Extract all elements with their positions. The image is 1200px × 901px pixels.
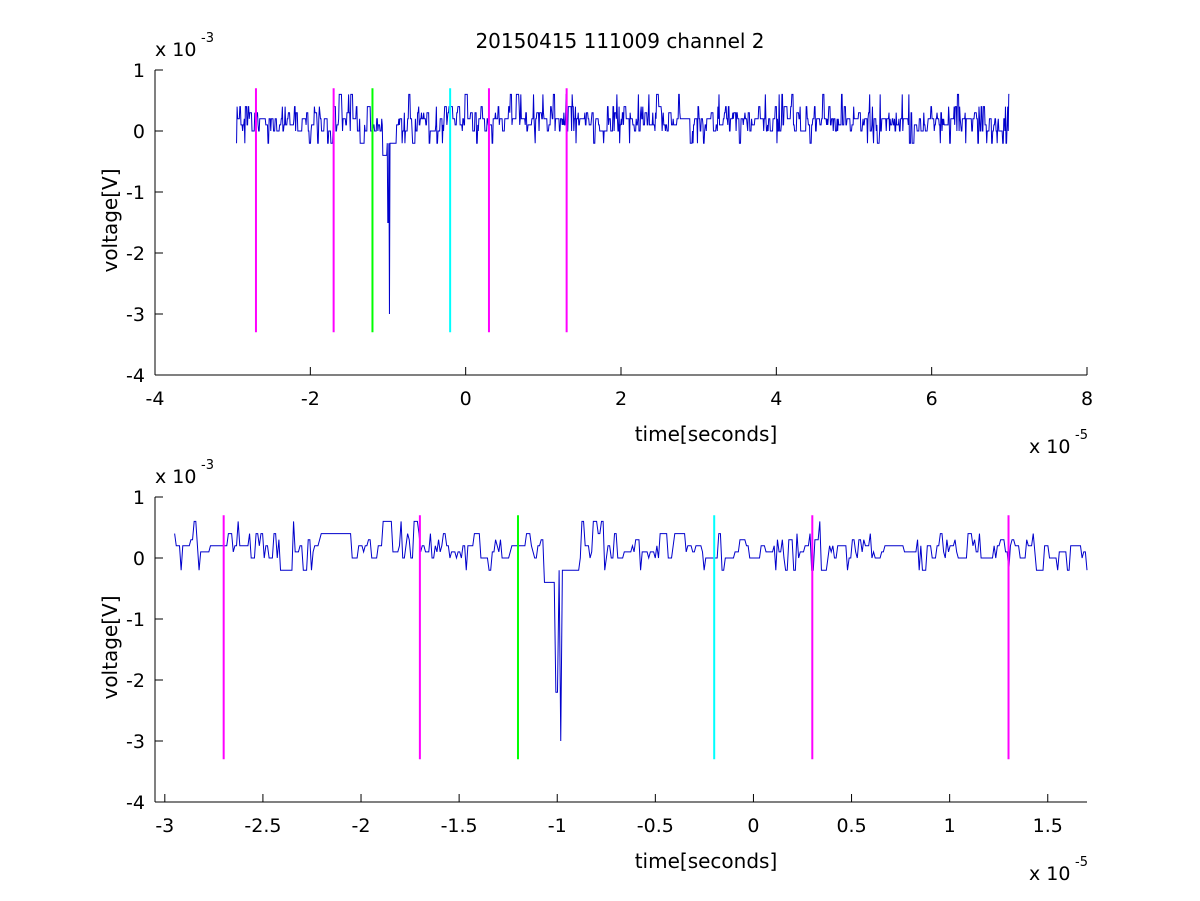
plot1-y-tick-label-1: -4 bbox=[126, 365, 145, 387]
plot2-y-tick-label-4: -1 bbox=[126, 609, 145, 631]
plot1-y-tick-label-2: -3 bbox=[126, 304, 145, 326]
plot1-x-multiplier-exponent: -5 bbox=[1075, 428, 1088, 443]
plot2-x-tick-label-5: -1 bbox=[548, 815, 567, 837]
plot1-x-tick-label-6: 6 bbox=[926, 388, 938, 410]
figure-title: 20150415 111009 channel 2 bbox=[475, 29, 764, 53]
plot2-x-axis-label: time[seconds] bbox=[635, 849, 778, 873]
plot1-x-tick-label-1: -4 bbox=[146, 388, 165, 410]
plot1-y-axis-label: voltage[V] bbox=[98, 168, 122, 272]
plot2-x-tick-label-10: 1.5 bbox=[1033, 815, 1063, 837]
plot2-signal-line bbox=[174, 520, 1088, 742]
plot1-signal-line bbox=[236, 93, 1010, 315]
plot2-y-multiplier: x 10 bbox=[155, 466, 196, 488]
plot2-x-tick-label-2: -2.5 bbox=[244, 815, 281, 837]
plot1-y-tick-label-3: -2 bbox=[126, 243, 145, 265]
plot1-y-multiplier: x 10 bbox=[155, 39, 196, 61]
plot2-x-tick-label-7: 0 bbox=[747, 815, 759, 837]
plot1-y-tick-label-6: 1 bbox=[133, 60, 145, 82]
plot2-y-tick-label-1: -4 bbox=[126, 792, 145, 814]
plot2-x-tick-label-9: 1 bbox=[944, 815, 956, 837]
plot1-x-tick-label-3: 0 bbox=[460, 388, 472, 410]
plot2-y-multiplier-exponent: -3 bbox=[201, 458, 214, 473]
plot2-y-tick-label-3: -2 bbox=[126, 670, 145, 692]
plot2-y-tick-label-2: -3 bbox=[126, 731, 145, 753]
plot2-y-tick-label-5: 0 bbox=[133, 548, 145, 570]
plot2-x-tick-label-6: -0.5 bbox=[637, 815, 674, 837]
plot2-x-tick-label-8: 0.5 bbox=[836, 815, 866, 837]
plot1-x-tick-label-5: 4 bbox=[770, 388, 782, 410]
plot1-x-tick-label-7: 8 bbox=[1081, 388, 1093, 410]
plot1-x-axis-label: time[seconds] bbox=[635, 422, 778, 446]
plot2-group: -3 -2.5 -2 -1.5 -1 -0.5 0 0.5 1 1.5 -4 -3 -2 -1 0 1 time… bbox=[98, 458, 1088, 885]
plot2-x-tick-label-3: -2 bbox=[352, 815, 371, 837]
plot2-x-tick-label-4: -1.5 bbox=[441, 815, 478, 837]
plot1-x-tick-label-2: -2 bbox=[301, 388, 320, 410]
plot1-y-multiplier-exponent: -3 bbox=[201, 31, 214, 46]
plot2-x-multiplier-exponent: -5 bbox=[1075, 855, 1088, 870]
plot1-y-tick-label-4: -1 bbox=[126, 182, 145, 204]
plot2-x-multiplier: x 10 bbox=[1029, 863, 1070, 885]
plot2-y-tick-label-6: 1 bbox=[133, 487, 145, 509]
plot1-x-multiplier: x 10 bbox=[1029, 436, 1070, 458]
plot2-y-axis-label: voltage[V] bbox=[98, 595, 122, 699]
plot2-x-tick-label-1: -3 bbox=[155, 815, 174, 837]
plot1-group: -4 -2 0 2 4 6 8 -4 -3 -2 -1 0 1 time[seconds] voltage[… bbox=[98, 31, 1093, 458]
plot1-x-tick-label-4: 2 bbox=[615, 388, 627, 410]
plot1-y-tick-label-5: 0 bbox=[133, 121, 145, 143]
